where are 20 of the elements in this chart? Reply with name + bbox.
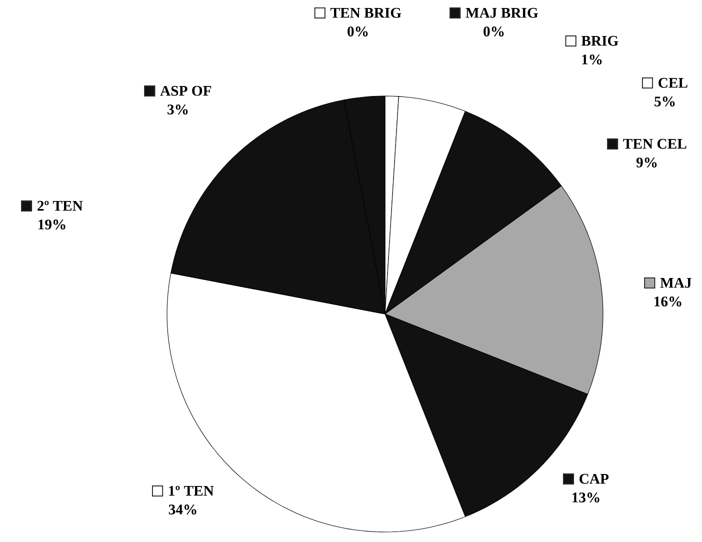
data-label: 34% [168,504,196,514]
legend-label: MAJ BRIG [466,8,538,18]
text: 0% [484,26,504,36]
legend-label: MAJ [660,278,692,288]
data-label: 16% [654,296,682,306]
data-label: 9% [636,158,657,168]
legend-label: TEN BRIG [330,8,402,18]
legend-label: BRIG [581,36,618,46]
data-label: 19% [38,220,66,230]
data-label: 13% [572,492,600,502]
data-label: 1% [582,54,602,64]
legend-label: CEL [658,78,688,88]
text: 0% [348,26,368,36]
legend-label: 2º TEN [38,200,83,211]
data-label: 5% [654,96,675,106]
legend-label: ASP OF [160,86,212,96]
legend-label: 1º TEN [169,486,214,496]
legend-label: TEN CEL [623,138,686,149]
data-label: 3% [168,104,188,114]
legend-label: CAP [580,474,609,484]
